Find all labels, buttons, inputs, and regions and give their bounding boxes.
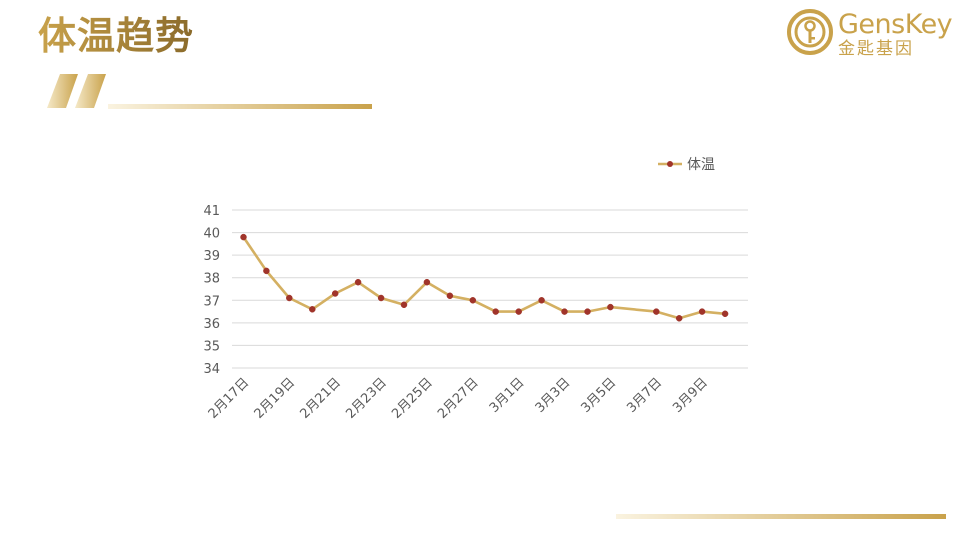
- x-tick-label-2: 2月21日: [297, 375, 344, 422]
- y-tick-label-34: 34: [203, 362, 220, 377]
- x-tick-label-4: 2月25日: [389, 375, 436, 422]
- data-point-12: [515, 308, 522, 315]
- data-point-6: [377, 294, 385, 302]
- data-point-7: [400, 301, 408, 309]
- data-point-19: [698, 308, 706, 315]
- legend-label-0: 体温: [687, 157, 715, 173]
- logo-text-en: GensKey: [838, 9, 953, 40]
- x-tick-label-3: 2月23日: [343, 375, 390, 422]
- y-tick-label-35: 35: [203, 339, 220, 354]
- legend-marker-0: [667, 161, 673, 167]
- logo-text-cn: 金匙基因: [838, 39, 914, 59]
- x-tick-label-7: 3月3日: [533, 375, 574, 416]
- slide-title: 体温趋势: [38, 14, 195, 58]
- data-point-9: [446, 292, 454, 300]
- y-tick-label-39: 39: [203, 249, 220, 264]
- data-point-0: [240, 233, 247, 241]
- y-tick-label-40: 40: [203, 227, 220, 242]
- logo-emblem-icon: [787, 9, 833, 55]
- data-point-13: [538, 297, 545, 304]
- y-tick-label-37: 37: [203, 294, 220, 309]
- data-point-15: [584, 308, 591, 315]
- data-point-3: [309, 306, 316, 313]
- x-tick-label-6: 3月1日: [487, 375, 528, 416]
- x-tick-label-10: 3月9日: [670, 375, 711, 416]
- data-point-17: [653, 308, 660, 315]
- data-point-8: [423, 278, 431, 286]
- data-point-20: [721, 310, 729, 318]
- data-point-10: [469, 297, 477, 304]
- y-tick-label-41: 41: [203, 204, 220, 219]
- genskey-logo: GensKey 金匙基因: [786, 8, 956, 59]
- y-tick-label-38: 38: [203, 272, 220, 287]
- data-point-1: [263, 267, 270, 275]
- data-point-18: [675, 315, 683, 322]
- data-point-2: [286, 294, 293, 302]
- x-tick-label-8: 3月5日: [579, 375, 620, 416]
- data-point-14: [561, 308, 568, 315]
- data-point-11: [492, 308, 499, 315]
- x-tick-label-1: 2月19日: [252, 375, 299, 422]
- data-point-16: [607, 303, 614, 311]
- data-point-4: [331, 290, 339, 297]
- x-tick-label-5: 2月27日: [435, 375, 482, 422]
- data-point-5: [354, 278, 362, 286]
- x-tick-label-0: 2月17日: [206, 375, 253, 422]
- y-tick-label-36: 36: [203, 317, 220, 332]
- x-tick-label-9: 3月7日: [624, 375, 665, 416]
